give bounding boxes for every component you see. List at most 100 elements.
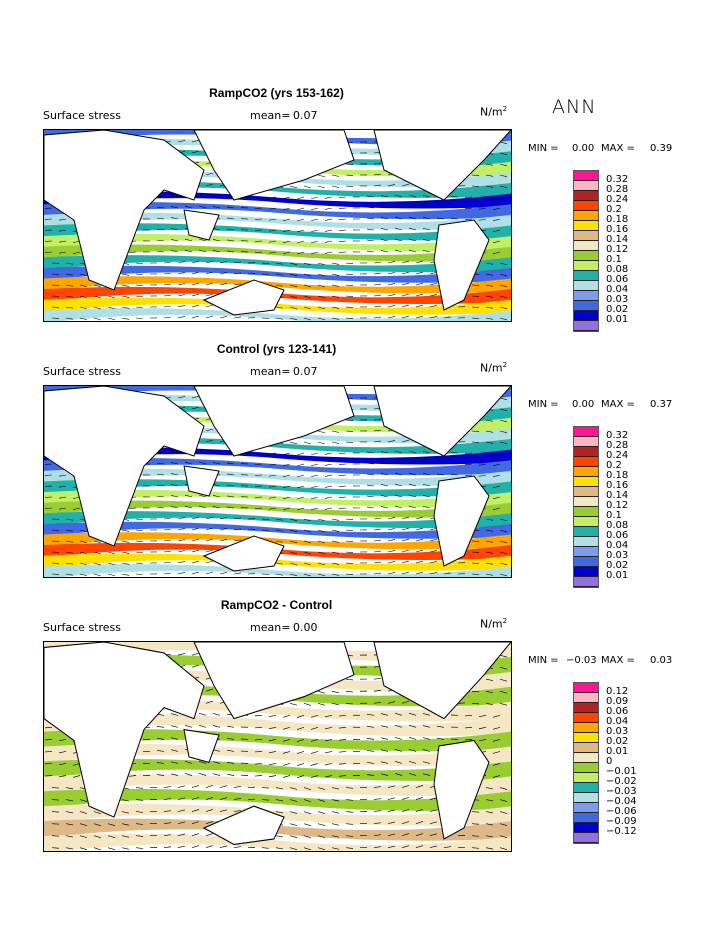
min-label: MIN = (528, 655, 559, 666)
wind-stress-vector (492, 727, 501, 730)
wind-stress-vector (485, 678, 494, 681)
colorbar-level-label: 0.18 (606, 470, 629, 481)
wind-stress-vector (191, 271, 200, 275)
wind-stress-vector (170, 773, 179, 776)
wind-stress-vector (429, 845, 438, 849)
colorbar-swatch (574, 577, 598, 587)
wind-stress-vector (135, 847, 144, 849)
wind-stress-vector (471, 690, 480, 693)
wind-stress-vector (492, 751, 501, 754)
colorbar-swatch (574, 261, 598, 271)
wind-stress-vector (338, 452, 347, 455)
continent-outline (44, 386, 205, 547)
colorbar-swatch (574, 783, 598, 793)
wind-stress-vector (366, 762, 375, 764)
colorbar-swatch (574, 311, 598, 321)
wind-stress-vector (79, 273, 88, 277)
wind-stress-vector (338, 474, 347, 477)
wind-stress-vector (408, 483, 417, 487)
wind-stress-vector (254, 507, 263, 509)
wind-stress-vector (65, 529, 74, 532)
wind-stress-vector (422, 473, 431, 476)
wind-stress-vector (296, 196, 305, 200)
wind-stress-vector (72, 775, 81, 778)
colorbar-level-label: 0.24 (606, 450, 629, 461)
wind-stress-vector (338, 714, 347, 717)
wind-stress-vector (233, 272, 242, 275)
contour-band (44, 511, 511, 529)
wind-stress-vector (205, 700, 214, 704)
colorbar-level-label: 0.28 (606, 184, 629, 195)
wind-stress-vector (205, 172, 214, 176)
wind-stress-vector (485, 690, 494, 693)
wind-stress-vector (373, 677, 382, 680)
wind-stress-vector (422, 749, 431, 752)
wind-stress-vector (387, 539, 396, 542)
wind-stress-vector (219, 572, 228, 575)
wind-stress-vector (415, 845, 424, 849)
wind-stress-vector (471, 306, 480, 308)
wind-stress-vector (471, 702, 480, 705)
wind-stress-vector (471, 317, 480, 319)
wind-stress-vector (317, 811, 326, 814)
wind-stress-vector (191, 560, 200, 564)
continent-outline (44, 130, 205, 291)
wind-stress-vector (184, 205, 193, 209)
wind-stress-vector (58, 775, 67, 778)
wind-stress-vector (107, 317, 116, 321)
wind-stress-vector (170, 239, 179, 242)
wind-stress-vector (79, 573, 88, 577)
wind-stress-vector (163, 846, 172, 849)
wind-stress-vector (345, 811, 354, 813)
wind-stress-vector (275, 540, 284, 543)
wind-stress-vector (282, 485, 291, 489)
continent-outline (183, 465, 220, 497)
continent-outline (373, 642, 511, 720)
wind-stress-vector (401, 821, 410, 824)
wind-stress-vector (485, 185, 494, 188)
wind-stress-vector (331, 787, 340, 790)
wind-stress-vector (345, 551, 354, 554)
colorbar-level-label: 0.04 (606, 716, 629, 727)
wind-stress-vector (499, 152, 508, 156)
wind-stress-vector (317, 273, 326, 277)
wind-stress-vector (156, 473, 165, 476)
contour-band (44, 758, 511, 782)
wind-stress-vector (212, 495, 221, 498)
wind-stress-vector (219, 797, 228, 800)
wind-stress-vector (429, 821, 438, 824)
wind-stress-vector (65, 306, 74, 309)
wind-stress-vector (79, 823, 88, 826)
wind-stress-vector (408, 724, 417, 728)
continent-outline (373, 386, 511, 457)
wind-stress-vector (415, 527, 424, 531)
colorbar-swatch (574, 281, 598, 291)
colorbar-level-label: −0.02 (606, 776, 637, 787)
wind-stress-vector (93, 823, 102, 827)
wind-stress-vector (429, 833, 438, 836)
wind-stress-vector (464, 474, 473, 476)
wind-stress-vector (373, 283, 382, 286)
wind-stress-vector (380, 473, 389, 476)
wind-stress-vector (345, 174, 354, 177)
wind-stress-vector (310, 507, 319, 511)
wind-stress-vector (310, 452, 319, 456)
wind-stress-vector (492, 218, 501, 222)
wind-stress-vector (317, 787, 326, 790)
wind-stress-vector (394, 712, 403, 716)
wind-stress-vector (177, 845, 186, 849)
wind-stress-vector (205, 538, 214, 542)
wind-stress-vector (303, 799, 312, 803)
wind-stress-vector (268, 714, 277, 718)
wind-stress-vector (331, 562, 340, 565)
wind-stress-vector (289, 573, 298, 577)
wind-stress-vector (366, 462, 375, 465)
contour-band (44, 458, 511, 476)
mean-value: 0.07 (293, 365, 318, 378)
wind-stress-vector (485, 262, 494, 265)
variable-label: Surface stress (43, 365, 121, 378)
wind-stress-vector (401, 833, 410, 836)
wind-stress-vector (282, 739, 291, 742)
continent-outline (373, 130, 511, 201)
wind-stress-vector (429, 283, 438, 286)
